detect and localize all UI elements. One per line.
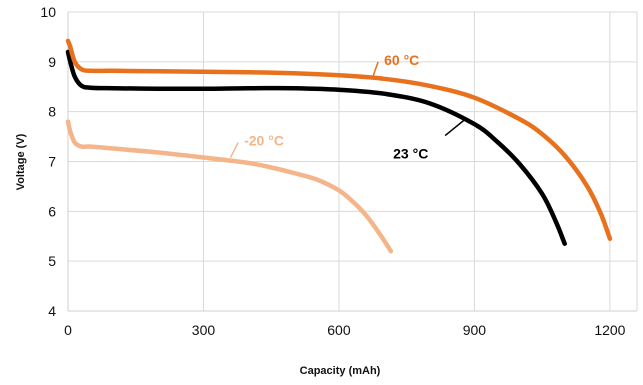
y-axis-title: Voltage (V) <box>15 133 27 190</box>
x-axis-title: Capacity (mAh) <box>300 365 381 377</box>
series-label: -20 °C <box>244 133 284 149</box>
annotation-leader <box>444 118 466 137</box>
annotation-leader <box>372 61 379 78</box>
y-tick-label: 9 <box>48 54 56 70</box>
x-tick-label: 0 <box>64 322 72 338</box>
y-tick-label: 7 <box>48 154 56 170</box>
series-label: 23 °C <box>393 146 428 162</box>
x-tick-label: 900 <box>463 322 487 338</box>
y-tick-label: 5 <box>48 253 56 269</box>
x-tick-label: 1200 <box>594 322 625 338</box>
series-label: 60 °C <box>384 52 419 68</box>
x-tick-label: 600 <box>327 322 351 338</box>
y-tick-label: 4 <box>48 303 56 319</box>
series-line-1 <box>65 38 613 241</box>
y-tick-label: 6 <box>48 203 56 219</box>
series-annotations: 60 °C 23 °C -20 °C <box>229 52 466 162</box>
y-tick-label: 8 <box>48 104 56 120</box>
series-line-2 <box>65 49 567 246</box>
tick-labels: 4 5 6 7 8 9 10 0 300 600 900 1200 <box>40 4 625 338</box>
series-lines <box>65 38 613 254</box>
series-line-3 <box>65 119 394 254</box>
annotation-leader <box>229 142 239 158</box>
y-tick-label: 10 <box>40 4 56 20</box>
grid <box>68 11 638 311</box>
x-tick-label: 300 <box>192 322 216 338</box>
